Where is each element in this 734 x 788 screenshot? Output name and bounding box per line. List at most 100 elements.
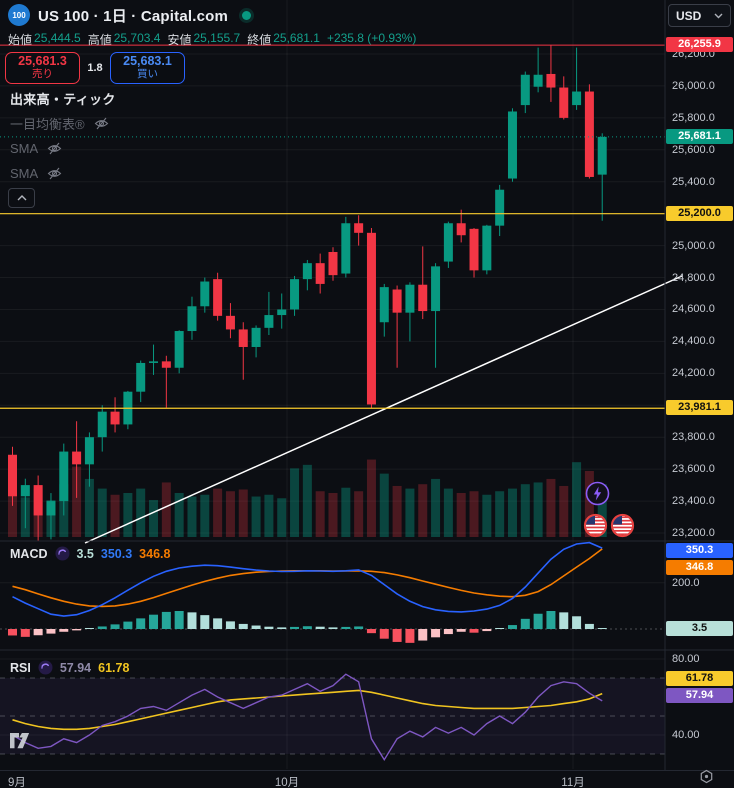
legend-sma1-row[interactable]: SMA — [10, 140, 116, 156]
high-value: 25,703.4 — [113, 31, 161, 45]
candle — [597, 136, 607, 175]
macd-histogram-bar — [97, 626, 107, 629]
candle — [328, 251, 338, 276]
candle — [443, 223, 453, 262]
price-tick-label: 23,200.0 — [672, 527, 715, 539]
lightning-event-marker[interactable] — [585, 481, 610, 511]
chevron-down-icon — [714, 13, 723, 18]
candle — [8, 454, 17, 497]
macd-header[interactable]: MACD 3.5 350.3 346.8 — [10, 546, 170, 561]
legend-ichimoku-row[interactable]: 一目均衡表® — [10, 115, 116, 132]
candle — [46, 501, 56, 516]
ichimoku-visibility-toggle[interactable] — [94, 117, 109, 130]
price-tick-label: 23,400.0 — [672, 495, 715, 508]
candle — [277, 309, 287, 316]
rsi-value-badge: 57.94 — [666, 688, 733, 703]
macd-histogram-bar — [584, 623, 594, 629]
volume-bar — [315, 491, 325, 537]
macd-histogram-bar — [46, 629, 56, 634]
sma1-visibility-toggle[interactable] — [47, 142, 62, 155]
macd-histogram-bar — [225, 621, 235, 629]
candle — [20, 485, 30, 497]
sma2-visibility-toggle[interactable] — [47, 167, 62, 180]
macd-histogram-bar — [572, 616, 582, 629]
candle — [315, 263, 325, 284]
rsi-ma-badge: 61.78 — [666, 671, 733, 686]
macd-histogram-bar — [136, 618, 146, 629]
symbol-title-group[interactable]: 100 US 100 · 1日 · Capital.com — [8, 4, 252, 26]
volume-bar — [495, 491, 505, 537]
price-tick-label: 24,400.0 — [672, 335, 715, 348]
macd-histogram-bar — [161, 611, 171, 629]
volume-bar — [572, 462, 582, 537]
spread-value: 1.8 — [87, 62, 103, 74]
sell-button[interactable]: 25,681.3 売り — [5, 52, 80, 84]
currency-selector[interactable]: USD — [668, 4, 731, 27]
macd-histogram-bar — [149, 614, 159, 629]
volume-bar — [546, 478, 556, 537]
ichimoku-indicator-label: 一目均衡表® — [10, 116, 85, 132]
chart-canvas[interactable] — [0, 0, 734, 770]
macd-histogram-bar — [546, 611, 556, 629]
time-axis[interactable]: 9月 10月 11月 — [0, 770, 734, 788]
candle — [238, 329, 248, 347]
rsi-header[interactable]: RSI 57.94 61.78 — [10, 660, 129, 675]
price-tick-label: 23,800.0 — [672, 431, 715, 444]
legend-collapse-button[interactable] — [8, 188, 35, 208]
macd-histogram-bar — [559, 612, 569, 629]
market-status-dot[interactable] — [242, 10, 252, 20]
volume-bar — [533, 482, 543, 537]
us-flag-icon — [610, 513, 635, 538]
volume-bar — [379, 473, 389, 537]
candle — [97, 411, 107, 438]
volume-bar — [302, 464, 312, 537]
buy-button[interactable]: 25,683.1 買い — [110, 52, 185, 84]
volume-bar — [213, 488, 223, 537]
volume-bar — [418, 484, 428, 537]
volume-bar — [456, 493, 466, 537]
sma1-indicator-label: SMA — [10, 140, 39, 156]
macd-histogram-bar — [72, 629, 82, 631]
refresh-icon[interactable] — [38, 660, 53, 675]
us-flag-event-marker-1[interactable] — [583, 513, 608, 543]
lightning-icon — [585, 481, 610, 506]
candle — [290, 279, 300, 310]
volume-bar — [123, 493, 133, 537]
volume-bar — [110, 494, 120, 537]
legend-sma2-row[interactable]: SMA — [10, 165, 116, 181]
macd-histogram-bar — [597, 628, 607, 629]
trendline-drawing[interactable] — [84, 275, 683, 544]
macd-histogram-bar — [200, 615, 210, 629]
candle — [84, 437, 94, 465]
candle — [341, 223, 351, 274]
us-flag-event-marker-2[interactable] — [610, 513, 635, 543]
candle — [33, 485, 43, 516]
candle — [200, 281, 210, 307]
volume-bar — [225, 491, 235, 537]
macd-histogram-bar — [507, 625, 517, 629]
volume-bar — [405, 488, 415, 537]
candle — [213, 279, 223, 316]
price-axis[interactable]: 40.00 80.00 200.0 23,200.0 23,400.0 23,600.0 2… — [665, 0, 734, 770]
tradingview-logo[interactable] — [10, 733, 37, 755]
refresh-icon[interactable] — [55, 546, 70, 561]
macd-signal-value: 346.8 — [139, 546, 171, 561]
sell-price: 25,681.3 — [18, 54, 67, 69]
order-panel: 25,681.3 売り 1.8 25,683.1 買い — [5, 52, 185, 84]
macd-histogram-bar — [456, 629, 466, 632]
volume-bar — [187, 496, 197, 537]
rsi-ma-value: 61.78 — [98, 660, 130, 675]
pane-settings-gear-icon[interactable] — [699, 769, 714, 788]
macd-histogram-bar — [277, 627, 287, 629]
legend-volume-row[interactable]: 出来高・ティック — [10, 90, 116, 107]
volume-bar — [72, 466, 82, 537]
volume-bar — [443, 488, 453, 537]
candle — [379, 287, 389, 323]
time-label-november: 11月 — [561, 777, 585, 788]
candle — [405, 284, 415, 313]
currency-label: USD — [676, 8, 702, 23]
symbol-title[interactable]: US 100 · 1日 · Capital.com — [38, 7, 229, 25]
price-tick-label: 24,800.0 — [672, 271, 715, 284]
price-tick-label: 23,600.0 — [672, 463, 715, 476]
volume-bar — [584, 471, 594, 537]
